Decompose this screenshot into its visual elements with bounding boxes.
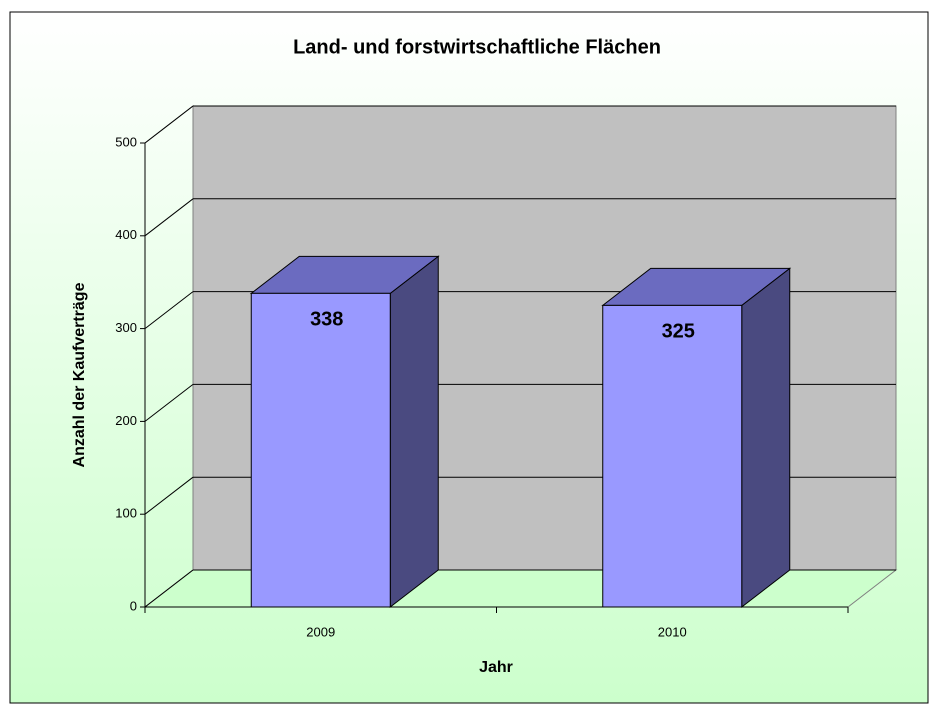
bar — [602, 304, 743, 608]
grid-line — [144, 384, 194, 422]
grid-line — [144, 476, 194, 515]
grid-line — [144, 291, 194, 329]
y-tick-label: 100 — [115, 506, 137, 521]
bar-side — [389, 255, 439, 609]
bar — [250, 292, 391, 608]
grid-line — [144, 569, 194, 608]
x-tick-label: 2010 — [658, 624, 687, 639]
grid-line — [144, 105, 194, 144]
grid-line — [144, 198, 194, 237]
chart-title: Land- und forstwirtschaftliche Flächen — [293, 36, 661, 58]
plot-area: 0 100 200 300 400 500 2009 338 2010 325 — [115, 104, 898, 639]
data-label: 325 — [662, 321, 695, 343]
y-tick-label: 500 — [115, 134, 137, 149]
data-label: 338 — [310, 309, 343, 331]
x-axis-title: Jahr — [479, 659, 513, 676]
y-tick-label: 0 — [130, 598, 137, 613]
x-tick-label: 2009 — [306, 624, 335, 639]
bar-side — [741, 267, 791, 609]
y-tick-label: 400 — [115, 227, 137, 242]
y-axis-title: Anzahl der Kaufverträge — [71, 282, 88, 467]
y-tick-label: 300 — [115, 320, 137, 335]
y-tick-label: 200 — [115, 413, 137, 428]
